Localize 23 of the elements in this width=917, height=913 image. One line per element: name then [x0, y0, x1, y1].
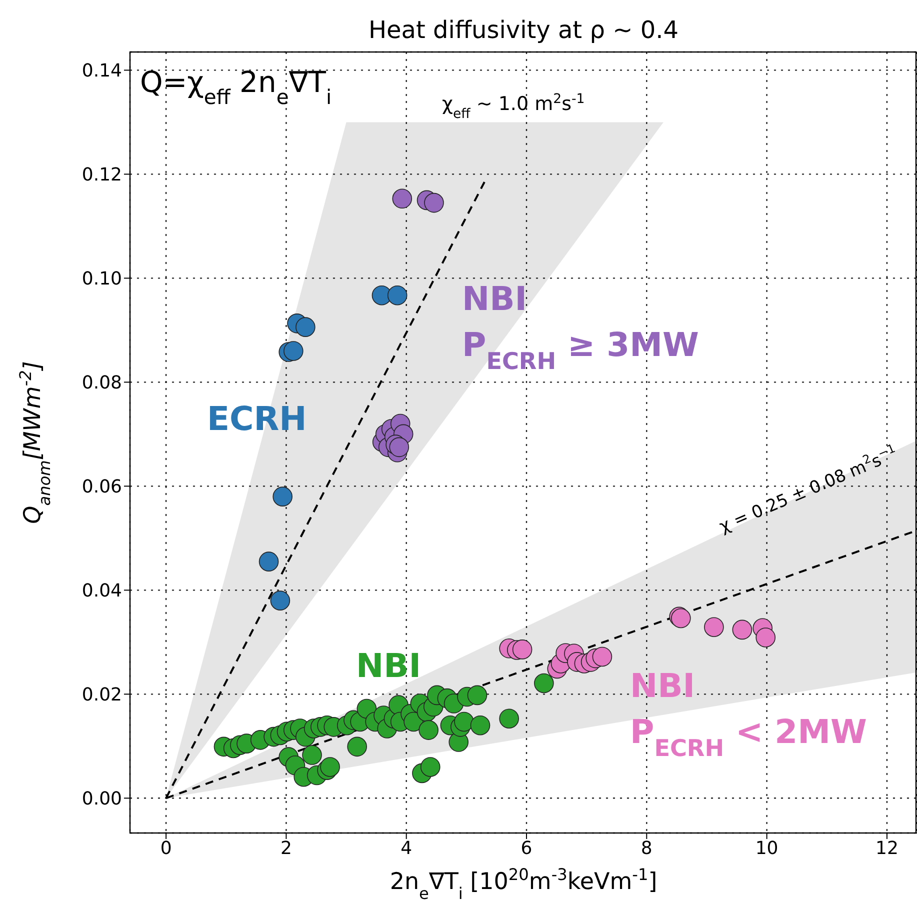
x-tick-label: 8: [640, 838, 652, 859]
chart-title: Heat diffusivity at ρ ~ 0.4: [368, 16, 679, 44]
series-label: NBI: [356, 646, 422, 685]
y-tick-label: 0.12: [82, 164, 122, 186]
series-label: NBI P$_{ECRH}$ < 2MW: [630, 666, 867, 762]
x-tick-label: 6: [520, 838, 532, 859]
x-tick-label: 10: [755, 838, 778, 859]
y-tick-label: 0.04: [82, 580, 122, 602]
text: 2n$_{e}$∇T$_{i}$ [10$^{20}$m$^{-3}$keVm$^{-1}$]: [390, 864, 658, 902]
x-tick-label: 2: [280, 838, 292, 859]
annotation: Q=χ$_{eff}$ 2n$_{e}$∇T$_{i}$: [140, 65, 332, 109]
y-tick-label: 0.08: [82, 372, 122, 394]
text: NBI P$_{ECRH}$ ≥ 3MW: [462, 279, 699, 376]
y-tick-label: 0.06: [82, 476, 122, 498]
y-tick-label: 0.14: [82, 60, 122, 82]
x-tick-label: 0: [160, 838, 172, 859]
y-tick-label: 0.10: [82, 268, 122, 290]
y-tick-label: 0.02: [82, 684, 122, 706]
annotation: χ$_{eff}$ ~ 1.0 m$^{2}$s$^{-1}$: [442, 92, 585, 122]
x-tick-label: 12: [876, 838, 898, 859]
y-tick-label: 0.00: [82, 788, 122, 810]
series-label: ECRH: [207, 399, 307, 438]
x-tick-label: 4: [400, 838, 412, 859]
